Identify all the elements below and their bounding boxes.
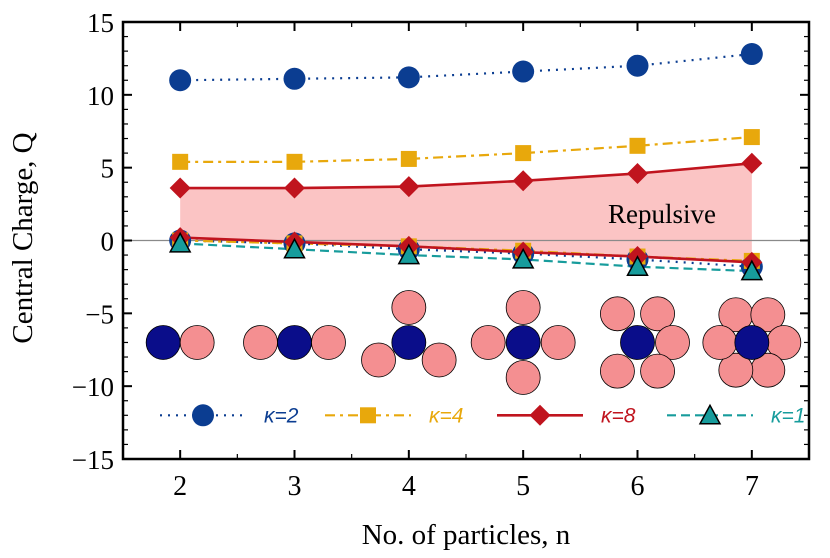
x-tick-label: 4 — [402, 471, 416, 502]
series-line-lower — [180, 236, 752, 264]
center-particle — [505, 325, 541, 360]
series-line — [180, 135, 752, 163]
series-line — [180, 162, 752, 190]
particle-inset — [470, 290, 576, 395]
y-tick-label: −5 — [85, 299, 114, 329]
neighbor-particle — [640, 353, 675, 389]
neighbor-particle — [311, 325, 346, 360]
data-point — [740, 259, 764, 281]
data-point — [400, 150, 417, 167]
legend-label: κ=2 — [264, 404, 299, 427]
data-point — [743, 129, 760, 146]
axis-ticks: 15 10 5 0 −5 −10 −15 2 3 4 5 6 7 — [72, 8, 810, 502]
x-tick-label: 7 — [745, 471, 759, 502]
neighbor-particle — [243, 325, 278, 360]
data-point — [511, 247, 535, 269]
y-tick-label: 5 — [101, 154, 115, 184]
data-point — [169, 177, 191, 199]
data-point — [512, 60, 535, 83]
particle-inset — [361, 290, 457, 378]
legend-label: κ=8 — [601, 404, 636, 427]
data-point — [168, 231, 192, 253]
data-point — [741, 152, 763, 174]
neighbor-particle — [179, 325, 215, 360]
neighbor-particle — [600, 296, 635, 332]
x-tick-label: 6 — [631, 471, 645, 502]
data-point — [283, 67, 306, 90]
y-tick-label: −15 — [72, 445, 114, 475]
neighbor-particle — [702, 325, 738, 360]
legend-label: κ=4 — [429, 404, 463, 427]
legend-marker — [529, 404, 551, 426]
legend-marker — [698, 403, 722, 425]
x-tick-label: 2 — [173, 471, 187, 502]
neighbor-particle — [421, 342, 457, 378]
data-point — [283, 237, 306, 259]
neighbor-particle — [505, 360, 541, 395]
data-point — [512, 170, 534, 192]
data-point — [284, 177, 305, 199]
data-point — [740, 43, 763, 66]
neighbor-particle — [640, 296, 675, 332]
neighbor-particle — [470, 325, 506, 360]
shaded-region-label: Repulsive — [608, 199, 716, 229]
y-axis-label: Central Charge, Q — [7, 132, 39, 343]
center-particle — [145, 325, 181, 360]
y-tick-label: 0 — [101, 227, 115, 257]
data-point — [515, 145, 532, 162]
neighbor-particle — [655, 325, 690, 360]
legend-label: κ=1 — [771, 404, 805, 427]
particle-insets-layer — [145, 290, 802, 395]
x-axis-label: No. of particles, n — [362, 519, 571, 551]
x-tick-label: 5 — [516, 471, 530, 502]
data-point — [169, 69, 192, 92]
neighbor-particle — [540, 325, 576, 360]
data-point — [626, 255, 649, 276]
y-tick-label: 15 — [87, 8, 114, 38]
center-particle — [620, 325, 655, 360]
data-point — [286, 153, 303, 170]
neighbor-particle — [600, 353, 635, 389]
data-point — [626, 54, 649, 77]
legend: κ=2 κ=4 κ=8 κ=1 — [160, 403, 805, 427]
data-point — [397, 66, 420, 89]
data-point — [172, 153, 189, 170]
series-markers-layer — [168, 43, 764, 281]
data-point — [398, 176, 420, 198]
center-particle — [277, 325, 312, 360]
series-line — [180, 242, 752, 273]
legend-marker — [192, 404, 214, 427]
neighbor-particle — [361, 342, 396, 378]
particle-inset — [243, 325, 346, 360]
data-point — [627, 162, 648, 184]
center-particle — [734, 325, 770, 360]
data-point — [629, 137, 646, 154]
particle-inset — [145, 325, 215, 360]
legend-marker — [360, 407, 376, 424]
data-point — [397, 243, 421, 265]
neighbor-particle — [718, 352, 754, 388]
neighbor-particle — [391, 290, 427, 325]
center-particle — [391, 325, 427, 360]
neighbor-particle — [505, 290, 541, 325]
particle-inset — [702, 297, 802, 388]
particle-inset — [600, 296, 690, 389]
neighbor-particle — [750, 297, 786, 333]
y-tick-label: −10 — [72, 372, 114, 402]
y-tick-label: 10 — [87, 81, 114, 111]
series-lines-layer — [180, 52, 752, 273]
x-tick-label: 3 — [288, 471, 302, 502]
